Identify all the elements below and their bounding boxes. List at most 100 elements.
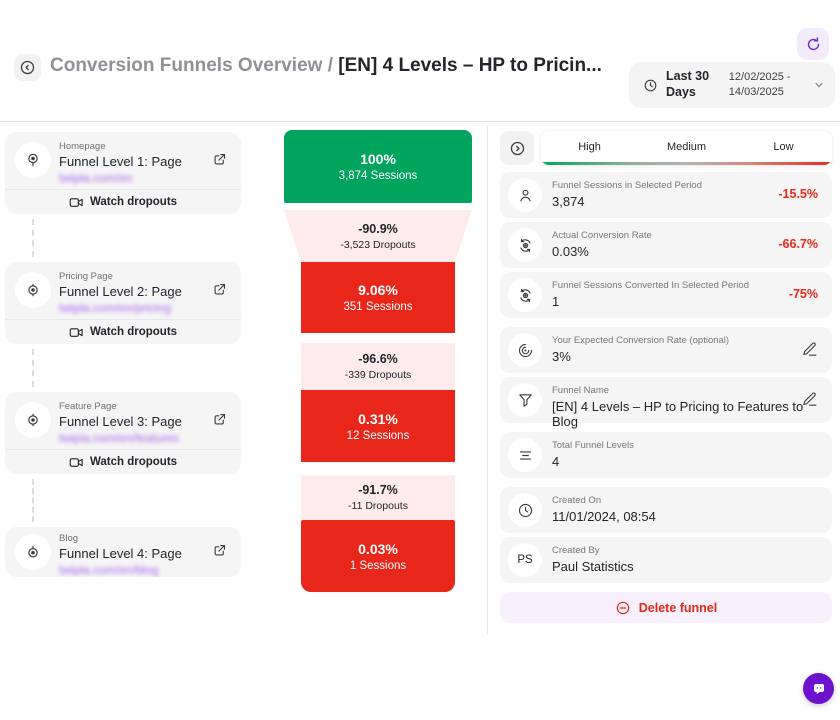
- stat-value: 3,874: [552, 194, 585, 209]
- stat-label: Funnel Name: [552, 385, 610, 396]
- user-icon: [508, 178, 542, 212]
- levels-icon: [508, 438, 542, 472]
- legend-high: High: [578, 140, 601, 153]
- stat-row-created-by: PS Created By Paul Statistics: [500, 537, 832, 583]
- clock-icon: [643, 78, 658, 93]
- level-url: twipla.com/en: [59, 171, 133, 185]
- stat-value: 11/01/2024, 08:54: [552, 509, 656, 524]
- clock-icon: [508, 493, 542, 527]
- stat-row-funnel-name: Funnel Name [EN] 4 Levels – HP to Pricin…: [500, 377, 832, 429]
- stage-sessions: 1 Sessions: [349, 559, 407, 572]
- minus-circle-icon: [615, 600, 631, 616]
- stat-delta: -75%: [788, 287, 818, 301]
- stage-sessions: 12 Sessions: [346, 429, 410, 442]
- funnel-stage-sessions-2: 9.06% 351 Sessions: [301, 262, 455, 333]
- conversion-icon: [508, 228, 542, 262]
- back-button[interactable]: [14, 54, 41, 81]
- funnel-step-icon: [15, 142, 51, 178]
- stat-value: 1: [552, 294, 560, 309]
- avatar-initials: PS: [517, 554, 533, 566]
- stat-label: Actual Conversion Rate: [552, 230, 652, 241]
- performance-legend: High Medium Low: [541, 131, 832, 165]
- collapse-panel-button[interactable]: [500, 131, 534, 165]
- avatar: PS: [508, 543, 542, 577]
- edit-icon[interactable]: [801, 391, 818, 408]
- breadcrumb-root: Conversion Funnels Overview: [50, 55, 323, 76]
- stat-label: Your Expected Conversion Rate (optional): [552, 335, 730, 346]
- stat-value: 0.03%: [552, 244, 589, 259]
- chat-widget-button[interactable]: [803, 673, 834, 704]
- watch-dropouts-button[interactable]: Watch dropouts: [5, 449, 241, 474]
- edit-icon[interactable]: [801, 341, 818, 358]
- header-divider: [0, 121, 840, 122]
- level-url: twipla.com/en/pricing: [59, 301, 172, 315]
- stat-row-funnel-sessions: Funnel Sessions in Selected Period 3,874…: [500, 172, 832, 218]
- stat-label: Total Funnel Levels: [552, 440, 634, 451]
- funnel-step-icon: [15, 272, 51, 308]
- external-link-icon[interactable]: [212, 543, 227, 558]
- stage-sessions: 351 Sessions: [343, 301, 413, 313]
- external-link-icon[interactable]: [212, 152, 227, 167]
- back-arrow-icon: [19, 59, 36, 76]
- date-range-value: 12/02/2025 - 14/03/2025: [728, 71, 791, 98]
- stage-percent: 9.06%: [358, 282, 398, 298]
- breadcrumb-separator: /: [322, 55, 339, 76]
- funnel-stage-sessions-1: 100% 3,874 Sessions: [284, 130, 472, 203]
- delete-funnel-button[interactable]: Delete funnel: [500, 592, 832, 623]
- refresh-button[interactable]: [797, 28, 829, 60]
- level-category: Pricing Page: [59, 271, 113, 282]
- stat-label: Created By: [552, 545, 600, 556]
- date-range-picker[interactable]: Last 30 Days 12/02/2025 - 14/03/2025: [629, 62, 835, 108]
- dropout-percent: -90.9%: [358, 221, 398, 236]
- funnel-step-icon: [15, 402, 51, 438]
- external-link-icon[interactable]: [212, 412, 227, 427]
- stat-row-expected-conversion: Your Expected Conversion Rate (optional)…: [500, 327, 832, 373]
- level-connector: [32, 349, 34, 387]
- legend-low: Low: [773, 140, 794, 153]
- funnel-level-card-4: Blog Funnel Level 4: Page twipla.com/en/…: [5, 527, 241, 577]
- stat-value: [EN] 4 Levels – HP to Pricing to Feature…: [552, 399, 804, 429]
- date-range-label: Last 30 Days: [666, 69, 710, 99]
- dropout-percent: -96.6%: [358, 352, 398, 366]
- target-icon: [508, 333, 542, 367]
- stat-row-created-on: Created On 11/01/2024, 08:54: [500, 487, 832, 533]
- level-category: Homepage: [59, 141, 106, 152]
- stat-row-conversion-rate: Actual Conversion Rate 0.03% -66.7%: [500, 222, 832, 268]
- watch-dropouts-button[interactable]: Watch dropouts: [5, 319, 241, 344]
- level-title: Funnel Level 2: Page: [59, 284, 182, 299]
- funnel-dropout-2: -96.6% -339 Dropouts: [301, 343, 455, 390]
- funnel-step-icon: [15, 534, 51, 570]
- watch-dropouts-label: Watch dropouts: [89, 456, 178, 468]
- watch-dropouts-button[interactable]: Watch dropouts: [5, 189, 241, 214]
- funnel-stage-sessions-4: 0.03% 1 Sessions: [301, 520, 455, 592]
- funnel-dropout-3: -91.7% -11 Dropouts: [301, 475, 455, 520]
- dropout-count: -3,523 Dropouts: [340, 238, 416, 251]
- stat-delta: -15.5%: [778, 187, 818, 201]
- level-category: Blog: [59, 533, 79, 544]
- dropout-percent: -91.7%: [358, 483, 398, 497]
- level-category: Feature Page: [59, 401, 117, 412]
- legend-gradient-bar: [541, 162, 832, 165]
- page-title: Conversion Funnels Overview / [EN] 4 Lev…: [50, 55, 602, 77]
- stat-delta: -66.7%: [778, 237, 818, 251]
- dropout-count: -11 Dropouts: [348, 500, 408, 512]
- watch-dropouts-label: Watch dropouts: [89, 196, 178, 208]
- video-camera-icon: [69, 455, 84, 470]
- stage-percent: 0.03%: [358, 540, 398, 557]
- funnel-dropout-1: -90.9% -3,523 Dropouts: [284, 210, 472, 262]
- level-title: Funnel Level 4: Page: [59, 546, 182, 561]
- funnel-level-card-1: Homepage Funnel Level 1: Page twipla.com…: [5, 132, 241, 214]
- level-title: Funnel Level 1: Page: [59, 154, 182, 169]
- arrow-right-circle-icon: [509, 140, 526, 157]
- external-link-icon[interactable]: [212, 282, 227, 297]
- refresh-icon: [805, 36, 822, 53]
- stage-percent: 100%: [360, 151, 396, 167]
- level-connector: [32, 479, 34, 522]
- panel-divider: [487, 125, 488, 635]
- level-connector: [32, 219, 34, 257]
- level-title: Funnel Level 3: Page: [59, 414, 182, 429]
- conversion-icon: [508, 278, 542, 312]
- funnel-level-card-3: Feature Page Funnel Level 3: Page twipla…: [5, 392, 241, 474]
- delete-funnel-label: Delete funnel: [638, 600, 718, 615]
